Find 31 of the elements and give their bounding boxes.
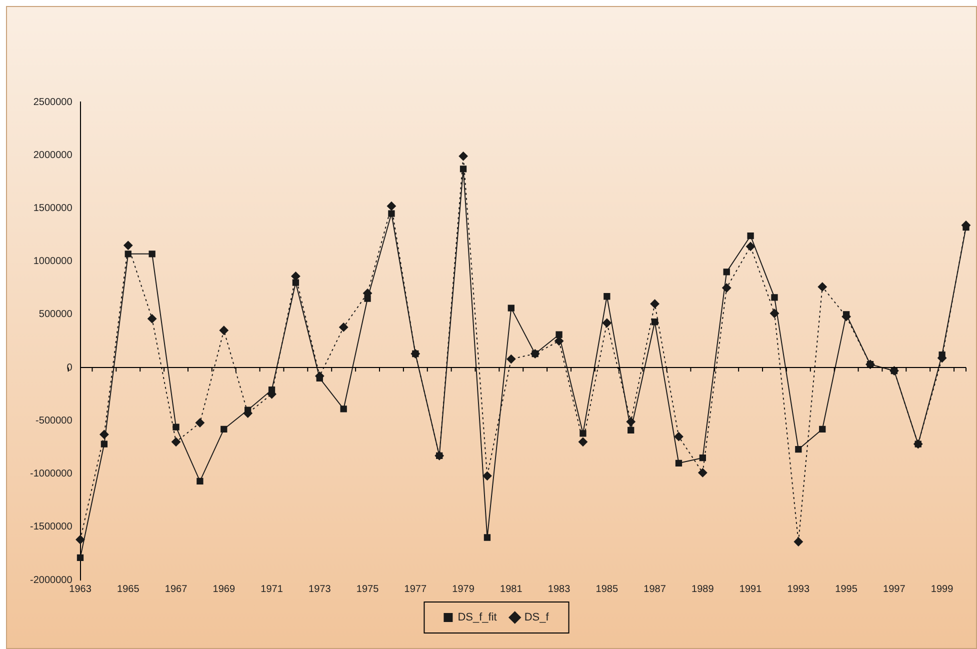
x-tick-label: 1965 [117,584,140,595]
legend-label: DS_f [524,612,550,624]
x-tick-label: 1969 [212,584,236,595]
x-tick-label: 1971 [260,584,284,595]
y-tick-label: 2500000 [33,96,73,108]
y-tick-label: 500000 [38,309,73,320]
x-tick-label: 1991 [739,584,762,595]
x-tick-label: 1985 [596,584,618,595]
x-tick-label: 1987 [644,584,666,595]
x-tick-label: 1989 [692,584,714,595]
x-tick-label: 1975 [356,584,380,595]
y-tick-label: -1500000 [30,522,73,533]
y-tick-label: 2000000 [33,150,73,161]
y-tick-label: -2000000 [30,574,73,586]
x-tick-label: 1993 [787,584,810,595]
x-tick-label: 1983 [548,584,571,595]
x-tick-label: 1999 [930,584,954,595]
x-tick-label: 1973 [308,584,332,595]
y-tick-label: -1000000 [30,468,73,480]
x-tick-label: 1979 [452,584,475,595]
y-tick-label: 1000000 [33,256,73,268]
x-tick-label: 1995 [835,584,858,595]
x-tick-label: 1997 [883,584,906,595]
x-tick-label: 1981 [500,584,523,595]
x-tick-label: 1967 [164,584,188,595]
legend-label: DS_f_fit [458,612,497,624]
x-tick-label: 1963 [69,584,92,595]
x-tick-label: 1977 [404,584,427,595]
y-tick-label: 1500000 [33,202,73,214]
y-tick-label: -500000 [36,415,73,426]
y-tick-label: 0 [66,362,73,374]
